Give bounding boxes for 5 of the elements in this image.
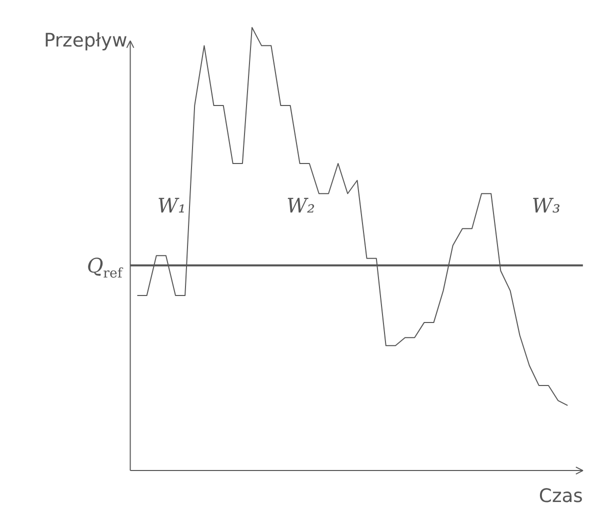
- y-axis-title: Przepływ: [44, 30, 128, 52]
- x-axis-title: Czas: [538, 486, 583, 508]
- annotation: W₁: [157, 194, 186, 218]
- annotation: W₂: [286, 194, 316, 218]
- annotation: W₃: [532, 194, 560, 218]
